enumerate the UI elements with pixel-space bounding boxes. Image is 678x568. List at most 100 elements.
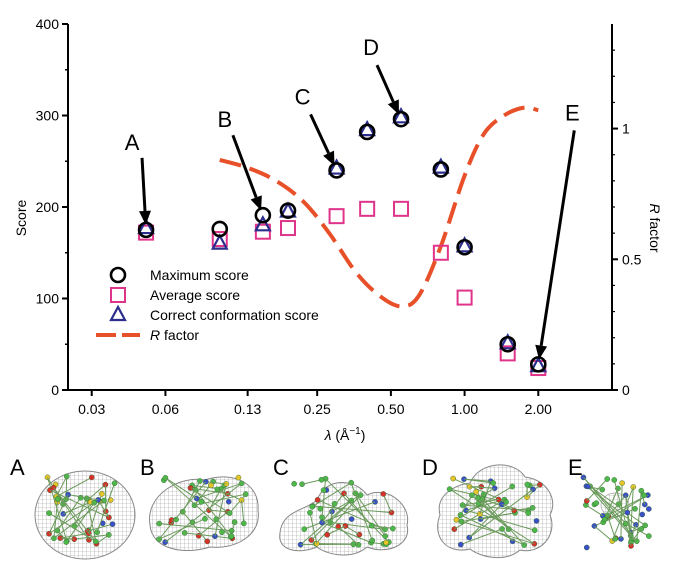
- atom: [291, 480, 297, 487]
- atom-bond: [327, 525, 346, 536]
- legend-label-circle: Maximum score: [150, 267, 249, 283]
- atom: [646, 506, 652, 512]
- atom-bond: [330, 521, 386, 530]
- atom: [611, 477, 618, 483]
- x-tick-label: 0.50: [377, 401, 404, 417]
- atom: [318, 476, 325, 483]
- atom-bond: [53, 487, 97, 542]
- atom: [44, 474, 51, 481]
- data-point-triangle: [358, 119, 377, 137]
- data-point-circle: [529, 356, 547, 373]
- callout-arrowhead: [139, 210, 151, 225]
- atom: [314, 540, 320, 547]
- atom-bond: [311, 482, 352, 508]
- atom-bond: [585, 504, 604, 517]
- x-axis-title-unit: (Å: [335, 427, 350, 443]
- data-point-triangle: [327, 158, 346, 175]
- y-tick-label: 200: [36, 199, 60, 215]
- atom-bond: [87, 523, 113, 532]
- atom-bond: [321, 493, 345, 523]
- atom: [525, 510, 532, 516]
- data-point-square: [456, 289, 473, 306]
- data-point-circle: [358, 123, 376, 141]
- y-tick-label: 100: [36, 291, 60, 307]
- atom: [238, 480, 245, 487]
- atom-bond: [468, 488, 534, 538]
- x-tick-label: 0.25: [304, 401, 331, 417]
- atom-bond: [321, 478, 327, 518]
- atom-bond: [382, 493, 392, 513]
- atom-bond: [48, 512, 96, 542]
- atom: [77, 494, 84, 501]
- callout-arrow: [231, 134, 258, 198]
- data-point-triangle: [392, 107, 410, 124]
- atom: [641, 501, 648, 508]
- atom-bond: [354, 493, 386, 537]
- y2-axis-title-italic: R: [647, 203, 663, 213]
- atom-bond: [350, 482, 373, 541]
- y-tick-label: 0: [51, 382, 59, 398]
- y-tick-label: 300: [36, 108, 60, 124]
- atom: [453, 516, 460, 523]
- atom-bond: [217, 488, 242, 501]
- x-tick-label: 0.06: [152, 401, 179, 417]
- atom: [111, 480, 118, 486]
- atom: [317, 505, 324, 512]
- atom-bond: [53, 487, 90, 541]
- atom-bond: [311, 500, 352, 541]
- atom-bond: [463, 478, 494, 484]
- atom-bond: [460, 514, 525, 546]
- atom: [604, 476, 611, 482]
- legend-swatch-triangle: [109, 304, 127, 322]
- atom: [490, 480, 496, 486]
- atom-bond: [594, 525, 613, 542]
- r-factor-line: [219, 105, 539, 309]
- data-point-square: [254, 223, 271, 240]
- atom-bond: [481, 498, 515, 511]
- atom-bond: [301, 479, 322, 485]
- atom-bond: [97, 499, 110, 518]
- atom-bond: [607, 494, 649, 516]
- atom-bond: [304, 501, 376, 530]
- data-point-circle: [499, 335, 517, 353]
- atom: [225, 498, 232, 505]
- atom: [109, 521, 116, 527]
- atom-bond: [96, 483, 116, 533]
- atom: [458, 518, 465, 525]
- atom: [219, 529, 225, 535]
- callout-label: B: [218, 107, 233, 132]
- atom: [531, 527, 538, 534]
- atom: [380, 491, 387, 497]
- atom-bond: [468, 503, 503, 538]
- atom-bond: [469, 486, 495, 489]
- data-point-triangle: [137, 217, 155, 235]
- atom-bond: [613, 479, 632, 543]
- atom-bond: [198, 511, 229, 537]
- atom: [197, 478, 203, 484]
- callout-label: E: [565, 100, 580, 125]
- callout-arrowhead: [387, 99, 399, 115]
- atom: [299, 481, 305, 488]
- x-tick-label: 0.13: [234, 401, 261, 417]
- callout-arrow: [309, 113, 330, 154]
- atom-bond: [164, 483, 242, 543]
- atom-bond: [625, 495, 632, 541]
- y2-tick-label: 0: [622, 382, 630, 398]
- atom: [446, 486, 453, 492]
- callout-arrow: [140, 157, 147, 211]
- legend-label-triangle: Correct conformation score: [150, 307, 319, 323]
- atom: [235, 474, 242, 481]
- panel-b-image: [149, 474, 259, 552]
- chart-legend: Maximum score Average score Correct confor…: [96, 266, 319, 343]
- atom-bond: [325, 478, 390, 543]
- panel-c-image: [279, 475, 409, 556]
- atom-bond: [583, 477, 638, 542]
- data-point-triangle: [432, 157, 450, 174]
- atom: [193, 495, 200, 502]
- panel-label-e: E: [568, 455, 583, 480]
- panel-e-image: [580, 474, 652, 551]
- atom-bond: [630, 486, 634, 533]
- data-point-triangle: [254, 214, 272, 232]
- atom-bond: [165, 477, 197, 499]
- data-point-square: [393, 200, 410, 217]
